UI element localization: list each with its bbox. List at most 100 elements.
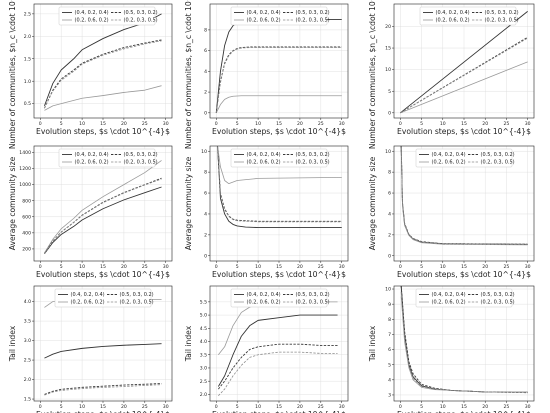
y-tick-label: 5 <box>388 362 391 368</box>
x-tick-label: 15 <box>276 264 282 270</box>
legend: (0.4, 0.2, 0.4) (0.5, 0.3, 0.2) (0.2, 0.6,… <box>230 288 330 308</box>
x-tick-label: 0 <box>39 264 42 270</box>
legend-entry-label: (0.2, 0.6, 0.2) <box>432 300 466 306</box>
y-tick-label: 0 <box>204 253 207 259</box>
legend-entry-label: (0.5, 0.3, 0.2) <box>296 10 330 16</box>
x-tick-label: 10 <box>255 121 261 127</box>
series-line-2 <box>44 39 162 109</box>
x-tick-label: 0 <box>39 404 42 410</box>
x-axis-label: Evolution steps, $s \cdot 10^{-4}$ <box>212 410 346 413</box>
series-line-0 <box>44 186 162 255</box>
x-tick-label: 15 <box>461 264 467 270</box>
x-tick-label: 25 <box>318 264 324 270</box>
y-tick-label: 2.5 <box>24 11 31 17</box>
legend-entry-label: (0.4, 0.2, 0.4) <box>75 152 109 158</box>
y-tick-label: 2.0 <box>24 34 31 40</box>
legend-box <box>415 148 513 168</box>
x-tick-label: 15 <box>461 404 467 410</box>
x-tick-label: 20 <box>482 404 488 410</box>
x-tick-label: 10 <box>255 264 261 270</box>
y-tick-label: 6 <box>204 191 207 197</box>
x-tick-label: 15 <box>100 404 106 410</box>
legend: (0.4, 0.2, 0.4) (0.5, 0.3, 0.2) (0.2, 0.6,… <box>54 288 154 308</box>
legend-entry-label: (0.2, 0.3, 0.5) <box>124 160 158 166</box>
legend-entry-label: (0.2, 0.6, 0.2) <box>247 160 281 166</box>
y-tick-label: 7 <box>388 332 391 338</box>
y-tick-label: 3 <box>388 393 391 399</box>
x-tick-label: 0 <box>399 121 402 127</box>
y-tick-label: 1000 <box>19 182 31 188</box>
x-tick-label: 25 <box>503 404 509 410</box>
y-tick-label: 10 <box>385 287 391 293</box>
x-tick-label: 5 <box>60 121 63 127</box>
legend-entry-label: (0.2, 0.3, 0.5) <box>481 300 515 306</box>
y-tick-label: 4 <box>388 377 391 383</box>
legend-entry-label: (0.2, 0.6, 0.2) <box>75 18 109 24</box>
y-tick-label: 9 <box>388 302 391 308</box>
legend-entry-label: (0.2, 0.6, 0.2) <box>71 300 105 306</box>
series-group <box>44 160 162 255</box>
y-tick-label: 1400 <box>19 150 31 156</box>
chart-panel-r3c3: 051015202530345678910Evolution steps, $s… <box>368 285 535 413</box>
legend-entry-label: (0.4, 0.2, 0.4) <box>436 10 470 16</box>
x-tick-label: 20 <box>297 404 303 410</box>
legend-entry-label: (0.5, 0.3, 0.2) <box>485 10 519 16</box>
chart-panel-r1c2: 0 5 10 15 20 25 30 0 2 4 6 8 Evolution steps, $s \cd… <box>184 0 349 149</box>
chart-panel-r2c1: 0 5 10 15 20 25 30 200 400 600 800 1000 1200 1400 Evol… <box>8 145 173 279</box>
y-tick-label: 1200 <box>19 166 31 172</box>
x-tick-label: 20 <box>121 404 127 410</box>
legend-box <box>230 148 328 168</box>
series-group <box>400 10 528 114</box>
series-group <box>217 146 342 229</box>
x-tick-label: 10 <box>79 404 85 410</box>
x-tick-label: 10 <box>79 264 85 270</box>
legend-entry-label: (0.5, 0.3, 0.2) <box>124 152 158 158</box>
y-tick-label: 3.0 <box>24 338 31 344</box>
series-group <box>400 286 528 394</box>
x-axis-label: Evolution steps, $s \cdot 10^{-4}$ <box>397 410 531 413</box>
y-tick-label: 2.5 <box>200 379 207 385</box>
series-line-1 <box>44 85 162 111</box>
y-tick-label: 2.0 <box>200 392 207 398</box>
legend-entry-label: (0.4, 0.2, 0.4) <box>247 10 281 16</box>
y-tick-label: 10 <box>385 67 391 73</box>
y-tick-label: 2 <box>204 232 207 238</box>
x-tick-label: 0 <box>39 121 42 127</box>
legend-entry-label: (0.2, 0.6, 0.2) <box>432 160 466 166</box>
y-tick-label: 600 <box>22 214 31 220</box>
x-tick-label: 5 <box>236 404 239 410</box>
legend-entry-label: (0.2, 0.6, 0.2) <box>436 18 470 24</box>
legend-entry-label: (0.4, 0.2, 0.4) <box>247 152 281 158</box>
y-tick-label: 6 <box>388 347 391 353</box>
legend-box <box>230 288 328 308</box>
x-tick-label: 25 <box>503 264 509 270</box>
y-tick-label: 0 <box>388 253 391 259</box>
x-tick-label: 30 <box>339 264 345 270</box>
legend-entry-label: (0.4, 0.2, 0.4) <box>71 292 105 298</box>
legend-box <box>415 288 513 308</box>
x-tick-label: 20 <box>121 121 127 127</box>
x-tick-label: 5 <box>420 121 423 127</box>
series-line-1 <box>400 296 528 393</box>
chart-panel-r1c1: 0 5 10 15 20 25 30 0.5 1.0 1.5 2.0 2.5 Evolution ste… <box>8 0 173 149</box>
legend-box <box>230 6 328 26</box>
legend: (0.4, 0.2, 0.4) (0.5, 0.3, 0.2) (0.2, 0.6,… <box>230 6 330 26</box>
y-tick-label: 4.0 <box>200 339 207 345</box>
y-axis-label: Tail index <box>368 325 377 362</box>
y-tick-label: 4 <box>204 212 207 218</box>
legend-entry-label: (0.2, 0.3, 0.5) <box>481 160 515 166</box>
series-group <box>217 301 338 396</box>
series-line-1 <box>217 146 342 185</box>
series-line-3 <box>44 40 162 109</box>
x-tick-label: 30 <box>163 264 169 270</box>
legend-entry-label: (0.2, 0.6, 0.2) <box>247 18 281 24</box>
x-tick-label: 0 <box>215 121 218 127</box>
legend: (0.4, 0.2, 0.4) (0.5, 0.3, 0.2) (0.2, 0.6,… <box>419 6 519 26</box>
legend-box <box>419 6 517 26</box>
legend-entry-label: (0.4, 0.2, 0.4) <box>247 292 281 298</box>
series-line-3 <box>400 292 528 394</box>
x-tick-label: 5 <box>236 121 239 127</box>
x-tick-label: 30 <box>339 404 345 410</box>
y-tick-label: 200 <box>22 247 31 253</box>
